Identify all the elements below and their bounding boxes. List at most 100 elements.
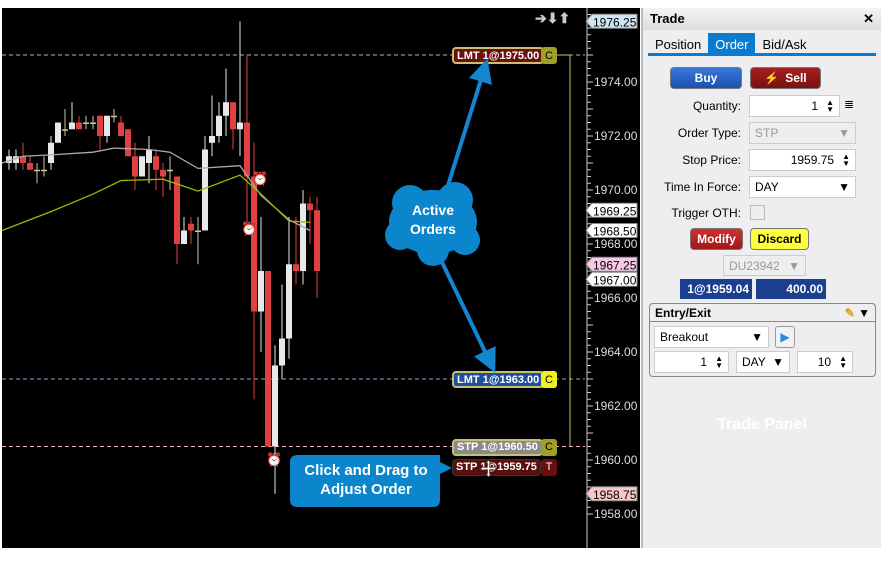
trigger-oth-label: Trigger OTH: [671,206,741,220]
price-flag-text: 1969.25 [593,204,637,218]
strategy-value: Breakout [660,330,709,344]
candle [230,102,236,130]
candle [300,203,306,271]
stop-price-value: 1959.75 [790,153,835,167]
chevron-down-icon: ▼ [751,330,763,344]
tab-position[interactable]: Position [655,37,702,52]
candle [195,230,201,232]
price-flag [585,13,638,29]
trade-panel-text: Trade Panel [717,416,807,433]
price-flag [585,271,638,287]
play-icon[interactable]: ▶ [775,326,795,348]
tab-order[interactable]: Order [708,33,756,53]
candle [286,264,292,339]
stepper-icon[interactable]: ▲ ▼ [826,98,834,114]
candle [104,115,110,136]
chevron-down-icon[interactable]: ▼ [858,306,870,320]
order-tag[interactable]: LMT 1@1963.00 [452,371,545,388]
chevron-down-icon: ▼ [788,258,800,273]
candle [272,365,278,447]
panel-title: Trade [650,11,685,26]
arrow-down-icon[interactable]: ⬇ [546,10,559,26]
candle [20,156,26,163]
price-flag [585,223,638,238]
tif-value: DAY [755,180,779,194]
list-menu-icon[interactable]: ≣ [844,97,855,111]
sell-button[interactable]: ⚡ Sell [750,67,821,89]
candle [237,122,243,130]
candle [13,156,19,163]
candle [244,122,250,177]
price-flag [585,202,638,218]
entry-value: 10 [817,355,832,369]
stepper-icon[interactable]: ▲ ▼ [839,354,847,370]
price-label: 1968.00 [594,237,638,251]
arrow-up-icon[interactable]: ⬆ [558,10,571,26]
stop-price-label: Stop Price: [682,153,741,167]
stepper-icon[interactable]: ▲ ▼ [715,354,723,370]
modify-button[interactable]: Modify [690,228,743,250]
alarm-clock-icon[interactable]: ⏰ [241,221,258,236]
active-orders-text: Active Orders [410,202,456,237]
price-flag-text: 1976.25 [593,15,637,29]
candle [55,122,61,143]
transmit-order-button[interactable]: T [541,458,557,476]
price-flag-text: 1967.25 [593,258,637,272]
alarm-clock-icon[interactable]: ⏰ [252,171,269,186]
candle [167,169,173,172]
trigger-oth-checkbox[interactable] [750,205,765,220]
price-label: 1974.00 [594,75,638,89]
nav-arrows: ➔⬇⬆ [535,10,570,27]
candle [293,264,299,271]
buy-button[interactable]: Buy [670,67,742,89]
close-icon[interactable]: ✕ [863,11,874,26]
entry-value-field[interactable]: 10 ▲ ▼ [797,351,853,373]
candle [188,223,194,231]
tif-label: Time In Force: [664,180,741,194]
strategy-select[interactable]: Breakout ▼ [654,326,769,348]
candle [307,203,313,211]
stepper-icon[interactable]: ▲ ▼ [842,152,850,168]
discard-button[interactable]: Discard [750,228,809,250]
move-cursor-icon [480,459,497,478]
tab-bid-ask[interactable]: Bid/Ask [762,37,807,52]
order-type-label: Order Type: [677,126,741,140]
candle [69,122,75,130]
candle [111,115,117,118]
active-orders-cloud [385,182,480,266]
cancel-order-button[interactable]: C [541,438,557,456]
price-flag [585,486,638,502]
candle [279,338,285,366]
pencil-icon[interactable]: ✎ [844,306,855,320]
drag-callout-box [290,455,452,507]
entry-exit-title: Entry/Exit [655,306,712,320]
chevron-down-icon: ▼ [838,180,850,194]
quantity-value: 1 [811,99,819,113]
alarm-clock-icon[interactable]: ⏰ [266,452,283,467]
order-tag[interactable]: STP 1@1960.50 [452,438,543,456]
order-type-select[interactable]: STP ▼ [749,122,856,144]
candle [6,156,12,163]
candle [181,230,187,244]
account-value: DU23942 [729,258,780,273]
cancel-order-button[interactable]: C [541,371,557,388]
tif-select[interactable]: DAY ▼ [749,176,856,198]
candle [48,142,54,163]
trade-panel: Trade ✕ Position Order Bid/Ask Buy ⚡ Sell … [641,8,881,548]
candle [62,129,68,131]
arrow-right-icon[interactable]: ➔ [535,10,547,26]
price-flag-text: 1967.00 [593,273,637,287]
account-select[interactable]: DU23942 ▼ [723,255,806,276]
candle [251,176,257,312]
entry-tif-select[interactable]: DAY ▼ [736,351,790,373]
chevron-down-icon: ▼ [838,126,850,140]
candle [76,122,82,130]
candle [27,163,33,170]
candle [83,122,89,124]
candle [118,122,124,136]
quantity-field[interactable]: 1 ▲ ▼ [749,95,840,117]
stop-price-field[interactable]: 1959.75 ▲ ▼ [749,149,856,171]
order-tag[interactable]: STP 1@1959.75 [452,458,541,476]
cancel-order-button[interactable]: C [541,47,557,64]
entry-qty-field[interactable]: 1 ▲ ▼ [654,351,729,373]
